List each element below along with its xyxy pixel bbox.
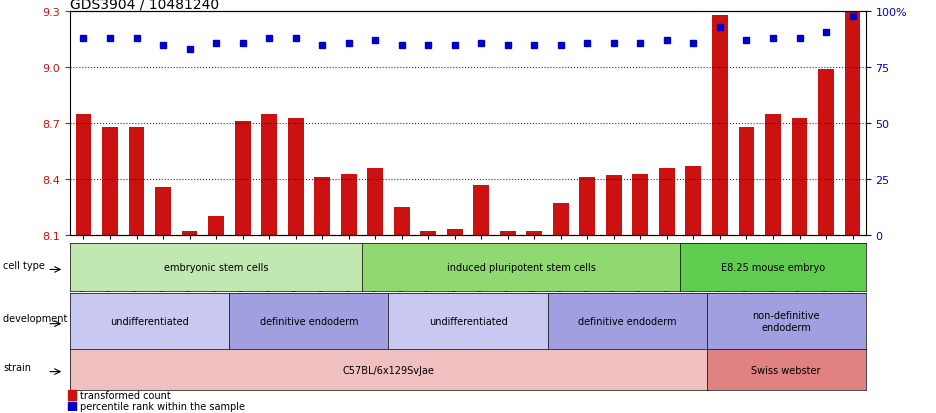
Text: strain: strain <box>4 363 31 373</box>
Text: embryonic stem cells: embryonic stem cells <box>164 262 269 273</box>
Bar <box>712 16 728 235</box>
Bar <box>765 115 781 235</box>
Bar <box>208 217 224 235</box>
Bar <box>446 230 462 235</box>
Bar <box>844 12 860 235</box>
Bar <box>128 128 144 235</box>
Bar <box>367 169 383 235</box>
Bar <box>606 176 622 235</box>
Text: non-definitive
endoderm: non-definitive endoderm <box>753 310 820 332</box>
Text: definitive endoderm: definitive endoderm <box>578 316 677 326</box>
Bar <box>818 70 834 235</box>
Text: induced pluripotent stem cells: induced pluripotent stem cells <box>446 262 595 273</box>
Text: transformed count: transformed count <box>80 389 171 399</box>
Bar <box>739 128 754 235</box>
Bar <box>102 128 118 235</box>
Bar <box>261 115 277 235</box>
Text: percentile rank within the sample: percentile rank within the sample <box>80 401 245 411</box>
Bar <box>792 118 808 235</box>
Bar <box>287 118 303 235</box>
Text: Swiss webster: Swiss webster <box>752 365 821 375</box>
Bar <box>68 391 77 400</box>
Text: GDS3904 / 10481240: GDS3904 / 10481240 <box>70 0 219 11</box>
Text: undifferentiated: undifferentiated <box>110 316 189 326</box>
Bar <box>685 166 701 235</box>
Bar <box>68 402 77 411</box>
Bar <box>474 185 490 235</box>
Bar <box>633 174 649 235</box>
Bar <box>76 115 92 235</box>
Text: definitive endoderm: definitive endoderm <box>259 316 358 326</box>
Text: development stage: development stage <box>4 313 98 323</box>
Bar <box>579 178 595 235</box>
Bar <box>155 187 171 235</box>
Bar <box>341 174 357 235</box>
Bar <box>659 169 675 235</box>
Bar <box>500 232 516 235</box>
Bar <box>235 122 251 235</box>
Bar <box>553 204 569 235</box>
Bar <box>394 207 410 235</box>
Text: undifferentiated: undifferentiated <box>429 316 507 326</box>
Text: E8.25 mouse embryo: E8.25 mouse embryo <box>721 262 825 273</box>
Bar <box>314 178 330 235</box>
Text: cell type: cell type <box>4 260 45 270</box>
Bar <box>526 232 542 235</box>
Bar <box>420 232 436 235</box>
Bar <box>182 232 197 235</box>
Text: C57BL/6x129SvJae: C57BL/6x129SvJae <box>343 365 434 375</box>
